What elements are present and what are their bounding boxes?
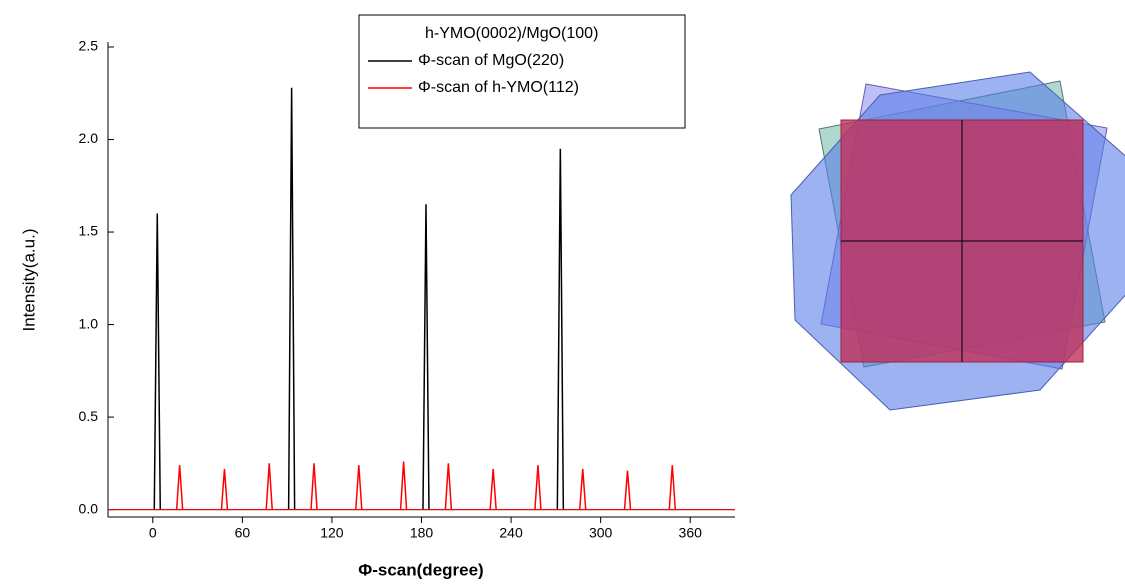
legend-label: Φ-scan of h-YMO(112) bbox=[418, 79, 579, 96]
peak bbox=[668, 465, 677, 510]
legend-box bbox=[358, 14, 686, 129]
x-tick-label: 120 bbox=[320, 525, 344, 541]
peak bbox=[220, 468, 229, 510]
peak bbox=[556, 148, 565, 510]
x-axis-label: Φ-scan(degree) bbox=[358, 560, 483, 579]
legend-title: h-YMO(0002)/MgO(100) bbox=[425, 25, 598, 42]
x-tick-label: 360 bbox=[679, 525, 703, 541]
y-tick-label: 2.5 bbox=[79, 38, 99, 54]
peak bbox=[310, 463, 318, 510]
peak bbox=[422, 204, 430, 510]
peak bbox=[534, 465, 542, 510]
peak bbox=[355, 465, 363, 510]
y-tick-label: 0.0 bbox=[79, 500, 99, 516]
diagram bbox=[790, 71, 1125, 411]
peak bbox=[578, 468, 587, 510]
y-tick-label: 1.5 bbox=[79, 223, 99, 239]
y-tick-label: 1.0 bbox=[79, 315, 99, 331]
y-tick-label: 2.0 bbox=[79, 130, 99, 146]
x-tick-label: 180 bbox=[410, 525, 434, 541]
peak bbox=[399, 461, 408, 510]
x-tick-label: 0 bbox=[149, 525, 157, 541]
peak bbox=[153, 213, 162, 510]
peak bbox=[489, 468, 497, 510]
y-tick-label: 0.5 bbox=[79, 408, 99, 424]
y-axis-label: Intensity(a.u.) bbox=[19, 229, 38, 332]
legend-label: Φ-scan of MgO(220) bbox=[418, 52, 564, 69]
peak bbox=[623, 470, 632, 510]
x-tick-label: 240 bbox=[499, 525, 523, 541]
x-tick-label: 60 bbox=[235, 525, 251, 541]
peak bbox=[287, 87, 296, 510]
peak bbox=[444, 463, 453, 510]
x-tick-label: 300 bbox=[589, 525, 613, 541]
peak bbox=[265, 463, 273, 510]
peak bbox=[175, 465, 184, 510]
